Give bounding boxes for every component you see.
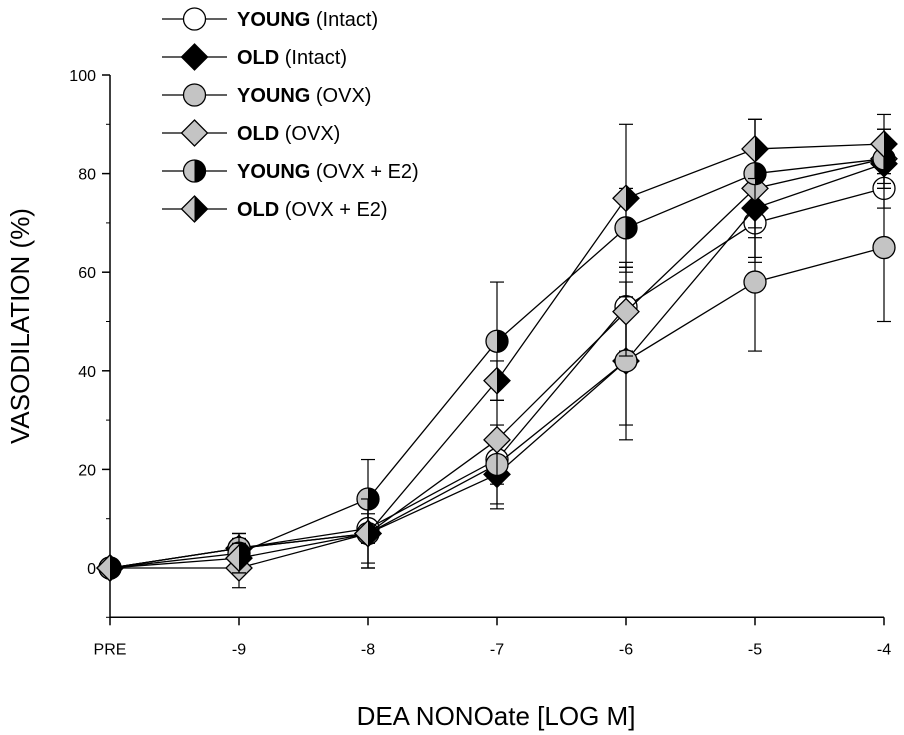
data-point bbox=[354, 519, 382, 548]
legend-label: OLD (Intact) bbox=[237, 47, 347, 69]
y-tick-label: 0 bbox=[87, 561, 96, 578]
data-point bbox=[225, 544, 253, 573]
legend-label: YOUNG (Intact) bbox=[237, 9, 378, 31]
y-tick-label: 80 bbox=[78, 167, 96, 184]
x-tick-label: -4 bbox=[877, 641, 891, 658]
x-tick-label: -7 bbox=[490, 641, 504, 658]
data-point bbox=[741, 135, 769, 163]
legend-marker bbox=[180, 119, 209, 147]
series-5 bbox=[98, 118, 896, 580]
data-point bbox=[96, 554, 124, 582]
data-point bbox=[485, 329, 509, 353]
x-tick-label: -5 bbox=[748, 641, 762, 658]
legend-label: YOUNG (OVX + E2) bbox=[237, 161, 419, 183]
legend-marker bbox=[180, 195, 209, 223]
axes bbox=[102, 74, 885, 626]
plot-area bbox=[96, 113, 898, 589]
legend-label: OLD (OVX + E2) bbox=[237, 199, 388, 221]
y-tick-label: 100 bbox=[69, 68, 96, 85]
data-point bbox=[872, 235, 896, 260]
y-axis-title: VASODILATION (%) bbox=[5, 208, 35, 444]
series-6 bbox=[96, 113, 898, 582]
legend-item: YOUNG (OVX + E2) bbox=[162, 159, 419, 183]
legend-item: YOUNG (Intact) bbox=[162, 7, 378, 31]
legend-marker bbox=[182, 7, 207, 31]
y-tick-label: 40 bbox=[78, 364, 96, 381]
legend-item: OLD (OVX) bbox=[162, 119, 340, 147]
tick-labels: 0 20 40 60 80 100 PRE -9 -8 -7 -6 -5 -4 bbox=[69, 68, 891, 658]
data-point bbox=[614, 216, 638, 240]
x-tick-label: -6 bbox=[619, 641, 633, 658]
data-point bbox=[870, 130, 898, 158]
x-tick-label: -9 bbox=[232, 641, 246, 658]
legend-item: YOUNG (OVX) bbox=[162, 83, 371, 107]
data-point bbox=[483, 366, 511, 395]
y-tick-label: 60 bbox=[78, 265, 96, 282]
data-point bbox=[612, 184, 640, 213]
data-point bbox=[743, 270, 767, 294]
data-point bbox=[483, 425, 511, 454]
legend-marker bbox=[182, 83, 207, 107]
legend-label: YOUNG (OVX) bbox=[237, 85, 371, 107]
x-axis-title: DEA NONOate [LOG M] bbox=[357, 701, 636, 731]
legend-label: OLD (OVX) bbox=[237, 123, 340, 145]
data-point bbox=[612, 297, 640, 326]
y-tick-label: 20 bbox=[78, 462, 96, 479]
x-tick-label: -8 bbox=[361, 641, 375, 658]
x-tick-label: PRE bbox=[94, 641, 127, 658]
legend-item: OLD (Intact) bbox=[162, 43, 347, 71]
legend: YOUNG (Intact) OLD (Intact) YOUNG (OVX) OLD… bbox=[162, 7, 419, 223]
legend-marker bbox=[182, 159, 207, 183]
legend-marker bbox=[180, 43, 209, 71]
legend-item: OLD (OVX + E2) bbox=[162, 195, 388, 223]
